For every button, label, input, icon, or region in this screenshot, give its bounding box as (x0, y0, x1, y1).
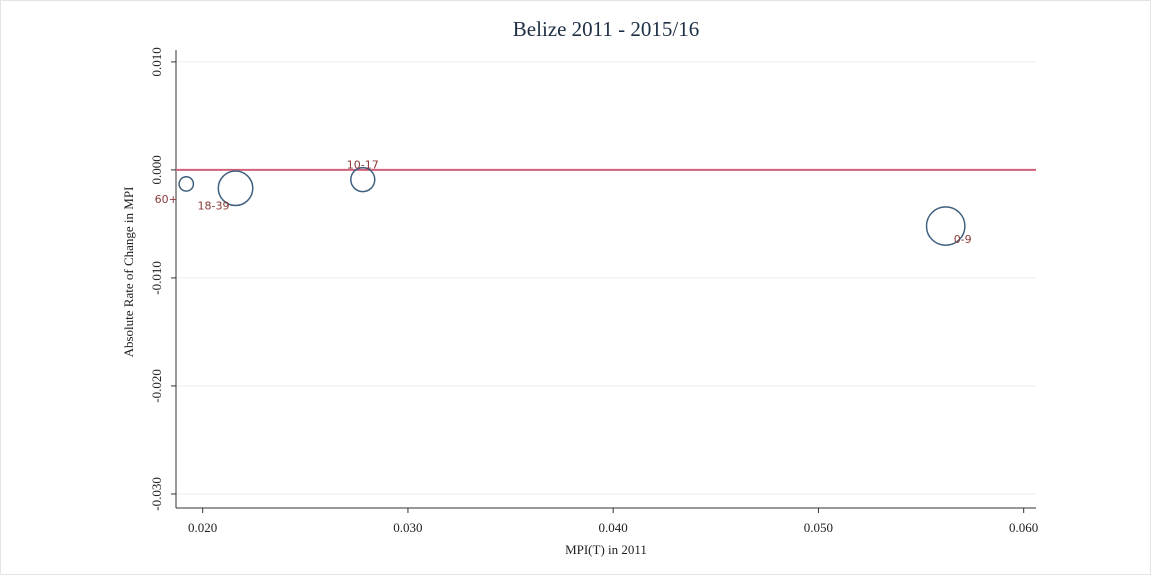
point-label: 18-39 (198, 199, 230, 212)
y-tick-label: 0.000 (149, 155, 164, 184)
point-label: 0-9 (954, 233, 972, 246)
bubble (217, 170, 254, 207)
y-tick-label: -0.030 (149, 477, 164, 511)
y-axis-label: Absolute Rate of Change in MPI (121, 187, 136, 358)
x-axis-label: MPI(T) in 2011 (565, 542, 647, 557)
x-tick-label: 0.020 (188, 520, 217, 535)
y-tick-label: -0.010 (149, 261, 164, 295)
point-label: 10-17 (347, 159, 379, 172)
x-tick-label: 0.040 (599, 520, 628, 535)
bubble (178, 176, 195, 192)
chart-title: Belize 2011 - 2015/16 (513, 17, 699, 41)
x-tick-label: 0.030 (393, 520, 422, 535)
x-tick-label: 0.050 (804, 520, 833, 535)
point-label: 60+ (155, 193, 178, 206)
bubble (350, 166, 376, 193)
y-tick-label: 0.010 (149, 47, 164, 76)
bubble (925, 206, 966, 247)
y-tick-label: -0.020 (149, 369, 164, 403)
x-tick-label: 0.060 (1009, 520, 1038, 535)
